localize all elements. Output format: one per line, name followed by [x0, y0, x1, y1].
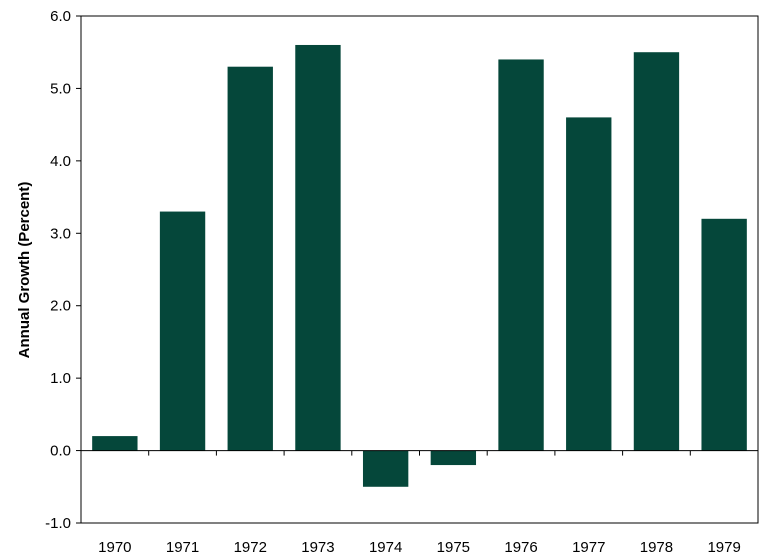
y-tick-label: -1.0: [45, 515, 71, 532]
x-tick-label: 1974: [369, 539, 402, 556]
bar-1979: [701, 218, 747, 451]
x-tick-label: 1973: [301, 539, 334, 556]
x-tick-label: 1977: [572, 539, 605, 556]
x-tick-label: 1976: [504, 539, 537, 556]
x-tick-label: 1971: [166, 539, 199, 556]
x-tick-label: 1978: [640, 539, 673, 556]
y-tick-label: 2.0: [50, 298, 71, 315]
bar-1977: [566, 117, 612, 451]
y-tick-label: 4.0: [50, 153, 71, 170]
bar-1973: [295, 44, 341, 451]
bar-1971: [159, 211, 206, 451]
y-tick-label: 5.0: [50, 80, 71, 97]
bar-1972: [227, 66, 273, 451]
x-tick-label: 1972: [234, 539, 267, 556]
x-tick-label: 1970: [98, 539, 131, 556]
labels-group: -1.0 0.0 1.0 2.0 3.0 4.0 5.0 6.0 1970 1971 1972 197…: [45, 8, 741, 556]
y-axis-title: Annual Growth (Percent): [16, 182, 33, 359]
y-tick-label: 0.0: [50, 443, 71, 460]
bar-1974: [362, 450, 409, 487]
x-tick-label: 1975: [437, 539, 470, 556]
axes-group: [76, 15, 759, 524]
bars-group: [92, 44, 747, 487]
bar-1970: [92, 436, 138, 451]
y-tick-label: 1.0: [50, 370, 71, 387]
y-tick-label: 3.0: [50, 225, 71, 242]
bar-1976: [498, 59, 544, 451]
bar-1978: [633, 52, 680, 451]
y-tick-label: 6.0: [50, 8, 71, 25]
x-tick-label: 1979: [707, 539, 740, 556]
plot-frame: [80, 15, 759, 524]
bar-1975: [430, 450, 477, 466]
